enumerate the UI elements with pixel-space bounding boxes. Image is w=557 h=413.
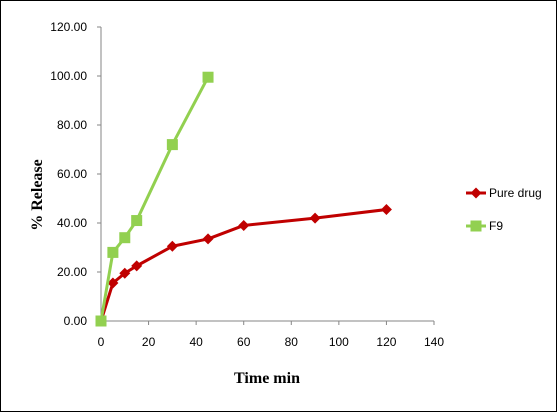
series-line-f9 (99, 76, 210, 322)
y-tick-label: 100.00 (50, 69, 87, 83)
x-axis-title: Time min (234, 370, 300, 387)
series-pure-drug (95, 204, 392, 327)
data-point-pure-drug (238, 219, 250, 231)
y-tick-label: 0.00 (64, 314, 88, 328)
data-point-f9 (131, 215, 143, 227)
x-tick-label: 140 (424, 335, 444, 349)
y-tick-labels: 0.00 20.00 40.00 60.00 80.00 100.00 120.00 (50, 20, 101, 328)
legend-label-pure-drug: Pure drug (489, 186, 542, 200)
data-point-pure-drug (202, 233, 214, 245)
y-axis-title: % Release (29, 159, 46, 231)
x-tick-label: 20 (142, 335, 156, 349)
data-point-f9 (119, 232, 131, 244)
axes (100, 27, 434, 322)
y-tick-label: 40.00 (57, 216, 87, 230)
y-tick-label: 80.00 (57, 118, 87, 132)
x-tick-label: 100 (329, 335, 349, 349)
data-point-pure-drug (166, 240, 178, 252)
data-point-f9 (107, 246, 119, 258)
series-layer (95, 71, 392, 327)
legend: Pure drug F9 (466, 186, 542, 233)
legend-marker-f9 (470, 220, 482, 232)
legend-label-f9: F9 (489, 219, 503, 233)
legend-marker-pure-drug (470, 187, 482, 199)
data-point-f9 (166, 139, 178, 151)
series-f9 (95, 71, 214, 327)
data-point-pure-drug (107, 277, 119, 289)
data-point-pure-drug (380, 204, 392, 216)
x-tick-label: 60 (237, 335, 251, 349)
data-point-f9 (202, 71, 214, 83)
x-tick-label: 40 (189, 335, 203, 349)
x-tick-label: 0 (98, 335, 105, 349)
data-point-pure-drug (119, 267, 131, 279)
x-tick-label: 120 (376, 335, 396, 349)
x-tick-labels: 0 20 40 60 80 100 120 140 (98, 321, 444, 349)
y-tick-label: 20.00 (57, 265, 87, 279)
y-tick-label: 60.00 (57, 167, 87, 181)
y-tick-label: 120.00 (50, 20, 87, 34)
data-point-pure-drug (309, 212, 321, 224)
data-point-pure-drug (131, 260, 143, 272)
x-tick-label: 80 (285, 335, 299, 349)
data-point-f9 (95, 315, 107, 327)
